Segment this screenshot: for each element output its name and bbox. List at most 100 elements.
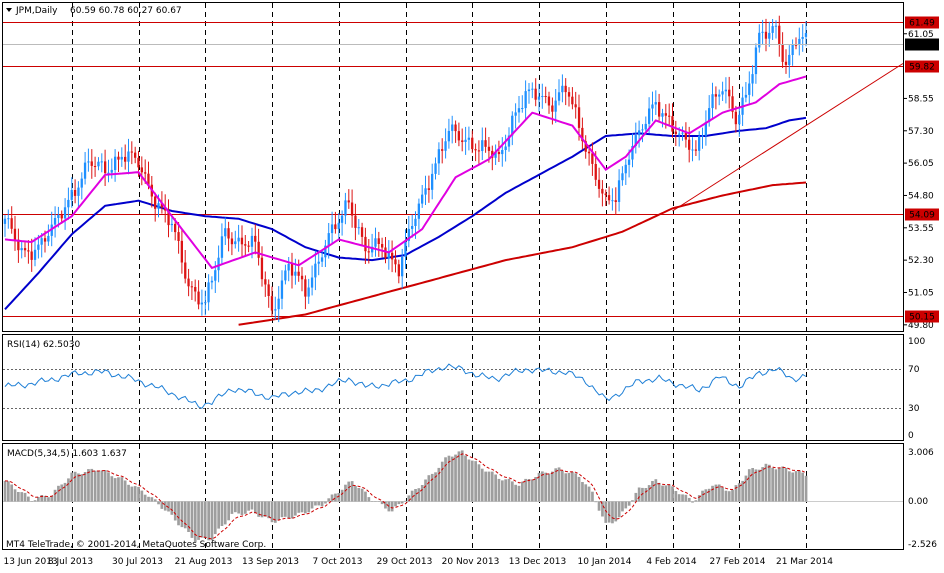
macd-bar: [50, 495, 54, 502]
candles: [3, 15, 808, 323]
candle-body: [587, 151, 591, 154]
candle-body: [260, 257, 264, 280]
candle-body: [384, 247, 387, 259]
rsi-guides: [3, 369, 903, 409]
macd-bar: [584, 484, 588, 502]
candle-body: [267, 284, 270, 296]
macd-bar: [484, 471, 487, 502]
candle-body: [754, 47, 758, 75]
candle-body: [517, 108, 521, 113]
macd-bar: [507, 478, 511, 502]
date-tick-label: 7 Oct 2013: [313, 557, 363, 567]
macd-bar: [394, 501, 397, 507]
macd-bar: [407, 495, 411, 502]
macd-bar: [661, 485, 664, 502]
macd-bar: [220, 501, 224, 526]
candle-body: [748, 83, 751, 95]
candle-body: [274, 309, 277, 311]
candle-body: [350, 202, 354, 216]
candle-body: [244, 244, 247, 246]
price-tick-label: 61.05: [908, 30, 934, 40]
macd-bar: [217, 501, 220, 529]
macd-bar: [244, 501, 247, 514]
macd-bar: [771, 467, 774, 502]
candle-body: [764, 31, 768, 39]
macd-bar: [721, 487, 724, 502]
macd-bar: [747, 469, 751, 502]
macd-bar: [97, 471, 100, 502]
current-price-label: 60.67: [909, 41, 935, 51]
candle-body: [761, 31, 764, 33]
macd-bar: [213, 501, 217, 535]
candle-body: [17, 239, 20, 251]
candle-body: [290, 263, 294, 276]
candle-body: [704, 122, 707, 136]
candle-body: [627, 159, 631, 165]
macd-bar: [344, 484, 347, 502]
rsi-tick-label: 30: [908, 404, 920, 414]
macd-bar: [327, 498, 331, 502]
candle-body: [574, 104, 577, 108]
candle-body: [371, 246, 374, 253]
macd-bar: [183, 501, 187, 529]
macd-bar: [444, 457, 447, 502]
macd-bar: [250, 501, 254, 510]
candle-body: [504, 146, 507, 150]
macd-bar: [744, 475, 748, 502]
macd-bar: [487, 471, 491, 502]
candle-body: [197, 291, 200, 305]
macd-bar: [397, 501, 401, 505]
copyright-text: MT4 TeleTrade, © 2001-2014, MetaQuotes S…: [6, 540, 266, 550]
macd-bar: [294, 501, 297, 516]
macd-bar: [360, 488, 364, 502]
candle-body: [531, 88, 534, 90]
candle-body: [417, 203, 420, 219]
candle-body: [467, 137, 470, 140]
macd-bar: [167, 501, 170, 512]
candle-body: [330, 224, 334, 234]
candle-body: [310, 277, 314, 288]
candle-body: [117, 156, 120, 160]
candle-body: [564, 85, 567, 93]
candle-body: [524, 91, 527, 109]
candle-body: [464, 139, 467, 142]
candle-body: [784, 61, 788, 65]
candle-body: [511, 115, 514, 136]
macd-bar: [497, 478, 501, 502]
macd-bar: [123, 480, 127, 502]
candle-body: [471, 137, 474, 150]
macd-bar: [457, 451, 461, 502]
candle-body: [104, 161, 107, 174]
macd-pane-frame: [2, 443, 904, 550]
macd-bar: [207, 501, 210, 541]
candle-body: [364, 236, 367, 252]
candle-body: [87, 161, 90, 163]
candle-body: [170, 223, 173, 226]
macd-bar: [170, 501, 174, 515]
candle-body: [454, 124, 457, 132]
macd-bar: [277, 501, 280, 521]
macd-bar: [621, 501, 624, 512]
macd-bar: [380, 501, 384, 505]
candle-body: [324, 245, 327, 258]
macd-bar: [430, 473, 434, 502]
candle-body: [718, 94, 721, 97]
macd-bar: [77, 473, 80, 502]
macd-bar: [727, 491, 731, 502]
candle-body: [664, 113, 667, 116]
candle-body: [694, 149, 697, 151]
candle-body: [631, 146, 634, 160]
candle-body: [100, 161, 103, 163]
dropdown-arrow-icon[interactable]: [6, 8, 12, 12]
candle-body: [90, 161, 93, 166]
macd-bar: [87, 469, 90, 502]
level-label: 61.49: [909, 19, 935, 29]
macd-bar: [714, 484, 718, 502]
macd-bar: [93, 470, 97, 502]
candle-body: [557, 92, 561, 101]
rsi-pane-frame: [2, 334, 904, 441]
date-tick-label: 10 Jan 2014: [578, 557, 632, 567]
date-tick-label: 13 Sep 2013: [242, 557, 299, 567]
candle-body: [581, 127, 584, 142]
